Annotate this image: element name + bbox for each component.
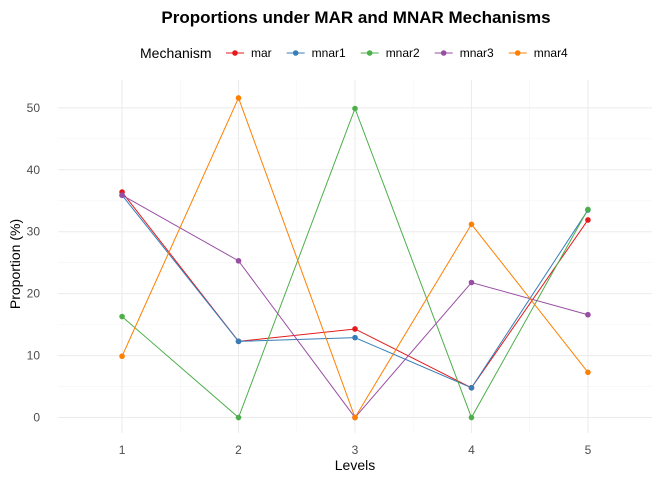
legend-key-point: [440, 50, 447, 56]
data-point-mnar4: [352, 414, 358, 421]
data-point-mnar3: [119, 192, 125, 198]
data-point-mnar2: [235, 414, 242, 421]
data-point-mnar3: [235, 258, 242, 264]
data-point-mar: [352, 326, 358, 332]
y-tick-label: 40: [27, 163, 41, 177]
data-point-mnar2: [119, 313, 125, 320]
data-point-mnar1: [235, 338, 242, 345]
legend-label: mnar1: [312, 46, 346, 60]
x-axis-ticks: 1 2 3 4 5: [119, 443, 592, 457]
legend-label: mnar3: [460, 46, 494, 60]
legend-key-point: [514, 50, 521, 56]
legend-key-point: [366, 50, 373, 56]
data-point-mnar1: [352, 334, 358, 341]
y-tick-label: 30: [27, 225, 41, 239]
y-tick-label: 10: [27, 349, 41, 363]
legend-title: Mechanism: [140, 45, 212, 61]
y-tick-label: 50: [27, 101, 41, 115]
grid: [58, 80, 652, 433]
x-tick-label: 1: [119, 443, 126, 457]
data-point-mar: [585, 217, 591, 223]
data-point-mnar4: [119, 353, 125, 360]
x-tick-label: 5: [585, 443, 592, 457]
legend: Mechanism mar mnar1 mnar2 mnar3 mnar4: [140, 45, 568, 61]
data-point-mnar3: [468, 279, 475, 286]
data-point-mnar4: [585, 369, 591, 376]
data-point-mnar1: [468, 384, 475, 391]
legend-label: mnar4: [534, 46, 568, 60]
y-axis-ticks: 0 10 20 30 40 50: [27, 101, 41, 425]
legend-item-mnar1: mnar1: [286, 46, 346, 60]
y-tick-label: 20: [27, 287, 41, 301]
plot-area: [58, 80, 652, 433]
legend-label: mar: [251, 46, 272, 60]
legend-item-mnar4: mnar4: [508, 46, 568, 60]
data-point-mnar3: [585, 311, 591, 318]
x-tick-label: 3: [352, 443, 359, 457]
legend-item-mar: mar: [226, 46, 272, 60]
legend-item-mnar2: mnar2: [360, 46, 420, 60]
data-point-mnar4: [468, 221, 475, 228]
x-tick-label: 4: [468, 443, 475, 457]
y-axis-title: Proportion (%): [7, 219, 23, 309]
legend-key-point: [292, 50, 299, 56]
x-axis-title: Levels: [335, 457, 375, 473]
data-point-mnar2: [585, 206, 591, 213]
y-tick-label: 0: [33, 411, 40, 425]
data-point-mnar4: [235, 95, 242, 101]
data-point-mnar2: [352, 105, 358, 112]
legend-key-point: [232, 50, 238, 56]
chart-title: Proportions under MAR and MNAR Mechanism…: [161, 8, 550, 27]
legend-label: mnar2: [386, 46, 420, 60]
x-tick-label: 2: [235, 443, 242, 457]
data-point-mnar2: [468, 414, 475, 421]
series-points: [119, 95, 591, 421]
legend-item-mnar3: mnar3: [434, 46, 494, 60]
